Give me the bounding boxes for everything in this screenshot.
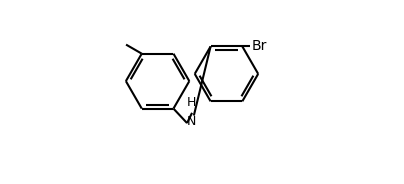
Text: Br: Br [251,39,267,53]
Text: H: H [186,96,196,109]
Text: N: N [186,115,196,128]
